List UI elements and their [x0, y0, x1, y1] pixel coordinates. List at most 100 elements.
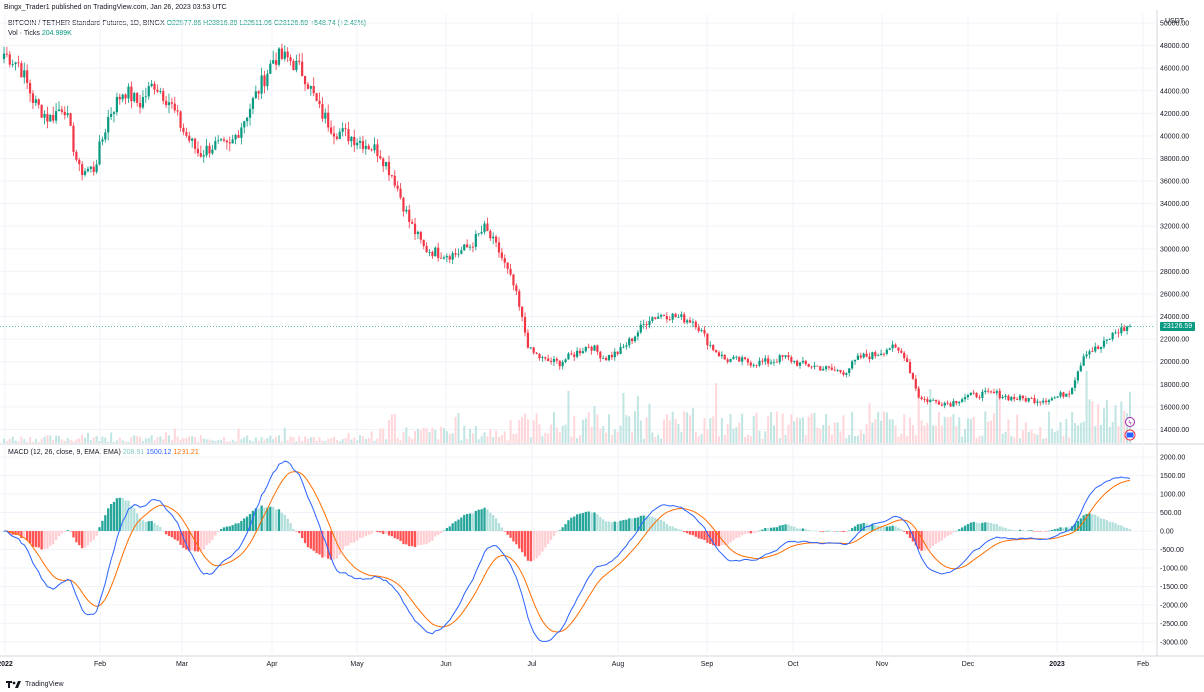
candle-body	[1065, 393, 1068, 397]
volume-bar	[796, 417, 799, 443]
macd-histogram-bar	[329, 531, 333, 560]
candle-body	[920, 397, 923, 400]
volume-bar	[101, 436, 104, 443]
volume-bar	[1120, 401, 1123, 443]
volume-bar	[431, 427, 434, 443]
macd-histogram-bar	[596, 514, 599, 532]
macd-histogram-bar	[512, 531, 515, 542]
macd-histogram-bar	[781, 524, 784, 532]
candle-body	[34, 99, 37, 103]
volume-bar	[289, 436, 292, 443]
candle-body	[474, 233, 477, 247]
volume-bar	[1016, 414, 1019, 443]
volume-bar	[486, 436, 489, 443]
candle-body	[130, 86, 133, 102]
candle-body	[411, 222, 414, 224]
macd-histogram-bar	[127, 500, 130, 532]
macd-histogram-bar	[80, 531, 84, 549]
volume-bar	[888, 419, 891, 443]
volume-bar	[787, 424, 790, 443]
candle-body	[477, 233, 480, 235]
candle-body	[309, 86, 312, 89]
macd-histogram-bar	[463, 514, 466, 532]
volume-bar	[263, 439, 266, 443]
candle-body	[185, 132, 188, 136]
volume-bar	[1097, 404, 1100, 443]
candle-body	[862, 353, 865, 358]
candle-body	[153, 83, 156, 90]
macd-histogram-bar	[1047, 530, 1051, 532]
volume-bar	[269, 435, 272, 443]
volume-bar	[136, 435, 139, 443]
candle-body	[8, 54, 11, 65]
volume-bar	[935, 425, 938, 443]
candle-body	[272, 60, 275, 64]
macd-histogram-bar	[520, 531, 524, 553]
candle-body	[289, 57, 292, 62]
volume-bar	[414, 430, 417, 443]
macd-histogram-bar	[1073, 523, 1077, 532]
macd-histogram-bar	[413, 531, 417, 548]
volume-bar	[862, 433, 865, 443]
volume-bar	[52, 439, 55, 443]
macd-histogram-bar	[1024, 530, 1027, 532]
volume-bar	[480, 436, 483, 443]
macd-histogram-bar	[457, 519, 460, 532]
macd-histogram-bar	[1021, 529, 1025, 532]
volume-bar	[865, 424, 868, 443]
candle-body	[1097, 346, 1100, 349]
candle-body	[631, 338, 634, 342]
macd-histogram-bar	[309, 531, 312, 549]
candle-body	[781, 355, 784, 357]
volume-bar	[301, 441, 304, 443]
macd-histogram-bar	[578, 513, 582, 532]
volume-bar	[457, 413, 460, 443]
macd-histogram-bar	[651, 516, 654, 532]
candle-body	[908, 362, 912, 373]
candle-body	[1073, 380, 1077, 388]
candle-body	[136, 93, 139, 103]
macd-histogram-bar	[20, 531, 23, 538]
volume-bar	[379, 428, 382, 443]
macd-histogram-bar	[364, 531, 367, 536]
candle-body	[1111, 332, 1114, 340]
macd-histogram-bar	[1044, 531, 1048, 532]
volume-bar	[992, 413, 995, 443]
candle-body	[1021, 395, 1024, 399]
price-tick-label: 48000.00	[1160, 43, 1189, 50]
flash-event-icon	[1125, 417, 1135, 427]
macd-histogram-bar	[318, 531, 321, 555]
candle-body	[379, 156, 382, 159]
macd-histogram-bar	[836, 531, 839, 532]
macd-histogram-bar	[159, 526, 162, 532]
macd-histogram-bar	[1114, 523, 1117, 532]
candle-body	[688, 320, 692, 323]
macd-histogram-bar	[327, 531, 330, 559]
candle-body	[115, 96, 118, 113]
volume-bar	[978, 435, 981, 443]
volume-bar	[11, 436, 14, 443]
candle-body	[121, 94, 124, 100]
macd-histogram-bar	[1004, 527, 1007, 532]
macd-histogram-bar	[998, 526, 1001, 532]
volume-bar	[167, 435, 171, 443]
candle-body	[769, 362, 773, 364]
volume-bar	[1123, 410, 1126, 443]
macd-histogram-bar	[315, 531, 318, 554]
macd-histogram-bar	[387, 531, 391, 536]
volume-bar	[998, 388, 1001, 443]
candle-body	[196, 148, 200, 154]
volume-bar	[781, 413, 784, 443]
volume-bar	[677, 423, 680, 443]
volume-bar	[579, 435, 582, 443]
candle-body	[384, 162, 388, 167]
macd-histogram-bar	[298, 531, 301, 534]
volume-bar	[894, 425, 897, 443]
volume-bar	[159, 436, 162, 443]
macd-histogram-bar	[1010, 529, 1013, 532]
candle-body	[92, 166, 95, 172]
volume-bar	[949, 416, 952, 443]
volume-bar	[309, 437, 312, 443]
candle-body	[961, 399, 964, 402]
